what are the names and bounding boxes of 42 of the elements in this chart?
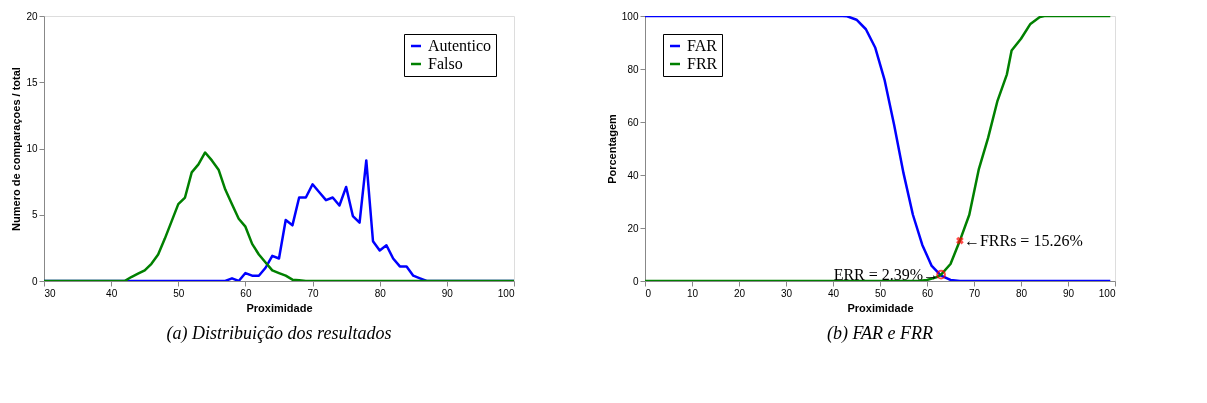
x-tick-label: 10 xyxy=(686,287,699,299)
y-tick-label: 40 xyxy=(627,169,639,181)
y-tick-label: 10 xyxy=(26,143,38,154)
x-tick-label: 60 xyxy=(921,287,934,299)
x-tick-label: 70 xyxy=(307,287,320,299)
text: (b) FAR e FRR xyxy=(826,323,934,344)
y-axis-title: Numero de comparaçoes / total xyxy=(10,67,23,231)
x-tick-label: 70 xyxy=(968,287,981,299)
x-axis-title: Proximidade xyxy=(847,301,914,314)
y-tick-label: 5 xyxy=(31,209,38,221)
y-tick-label: 15 xyxy=(26,76,38,88)
x-tick-label: 30 xyxy=(780,287,793,299)
x-tick-label: 80 xyxy=(1015,287,1028,299)
x-tick-label: 50 xyxy=(173,287,185,299)
x-tick-label: 50 xyxy=(874,287,887,299)
y-tick-label: 80 xyxy=(627,63,639,75)
x-tick-label: 100 xyxy=(497,287,515,299)
x-tick-label: 20 xyxy=(733,287,746,299)
legend-label: Autentico xyxy=(428,37,492,54)
y-tick-label: 0 xyxy=(632,275,639,287)
legend-label: Falso xyxy=(428,55,463,72)
y-tick-label: 20 xyxy=(627,222,639,234)
legend-label: FRR xyxy=(687,55,718,72)
x-tick-label: 40 xyxy=(106,287,118,299)
x-tick-label: 90 xyxy=(1062,287,1075,299)
y-tick-label: 20 xyxy=(26,10,38,22)
x-tick-label: 0 xyxy=(645,287,652,299)
annotation: ←FRRs = 15.26% xyxy=(963,231,1083,249)
legend-label: FAR xyxy=(687,37,718,54)
x-tick-label: 100 xyxy=(1098,287,1116,299)
x-tick-label: 30 xyxy=(44,287,57,299)
y-axis-title: Porcentagem xyxy=(605,113,618,184)
y-tick-label: 0 xyxy=(31,275,38,287)
x-tick-label: 80 xyxy=(374,287,387,299)
text: (a) Distribuição dos resultados xyxy=(166,323,392,344)
annotation: ERR = 2.39%→ xyxy=(833,265,940,283)
x-tick-label: 60 xyxy=(240,287,252,299)
x-axis-title: Proximidade xyxy=(246,301,313,314)
y-tick-label: 100 xyxy=(621,10,639,22)
y-tick-label: 60 xyxy=(627,116,639,128)
x-tick-label: 40 xyxy=(827,287,840,299)
x-tick-label: 90 xyxy=(441,287,454,299)
